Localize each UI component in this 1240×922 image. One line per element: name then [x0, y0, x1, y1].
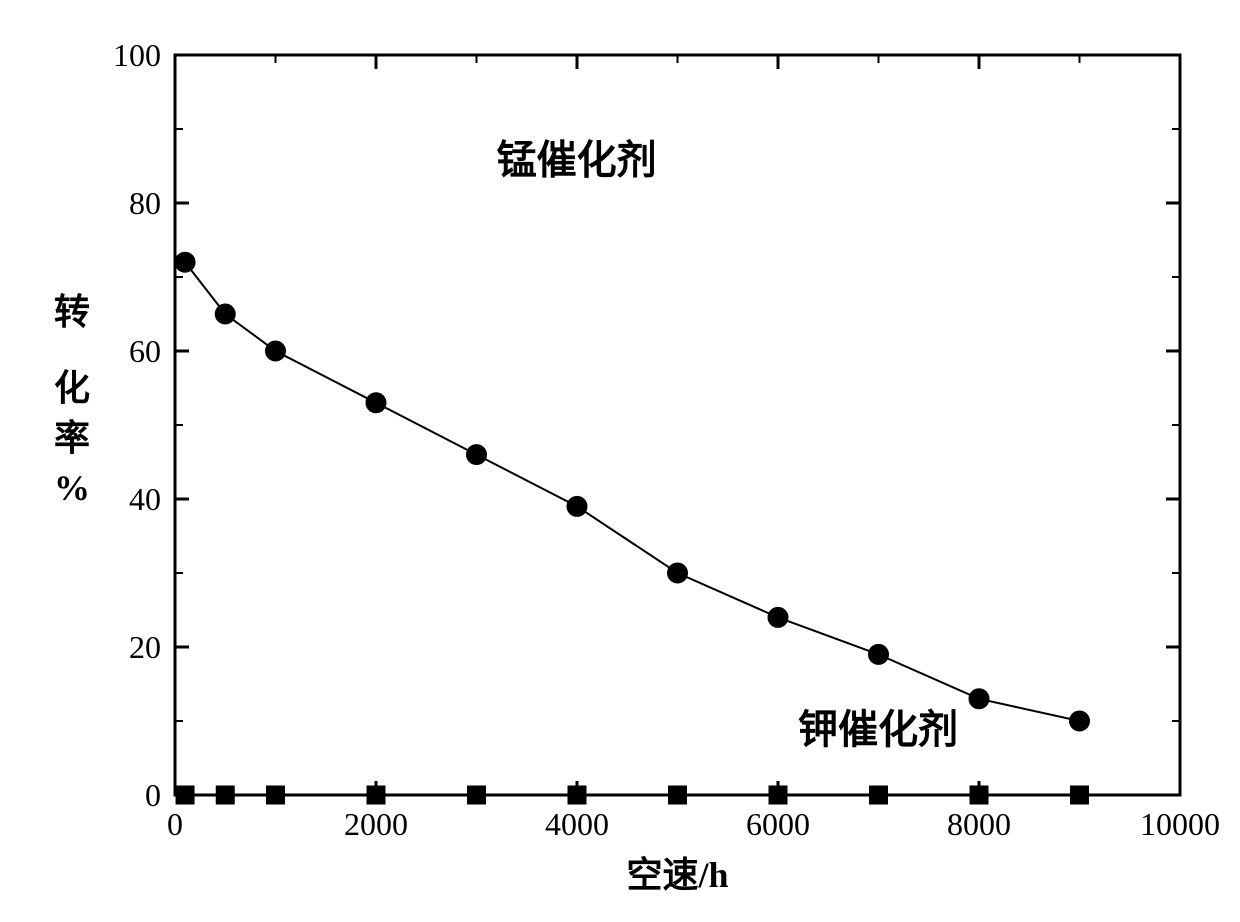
marker-k-catalyst [468, 786, 486, 804]
x-tick-label: 10000 [1140, 806, 1220, 842]
marker-k-catalyst [568, 786, 586, 804]
plot-border [175, 55, 1180, 795]
chart-svg: 0 2000 4000 6000 8000 10000 0 20 40 60 80 100 空速/h 转化… [0, 0, 1240, 922]
marker-k-catalyst [267, 786, 285, 804]
y-tick-label: 100 [113, 37, 161, 73]
marker-mn-catalyst [175, 252, 195, 272]
x-tick-label: 6000 [746, 806, 810, 842]
marker-k-catalyst [367, 786, 385, 804]
marker-mn-catalyst [266, 341, 286, 361]
marker-k-catalyst [176, 786, 194, 804]
marker-k-catalyst [1071, 786, 1089, 804]
series-label-mn-catalyst: 锰催化剂 [497, 137, 657, 182]
chart-container: 0 2000 4000 6000 8000 10000 0 20 40 60 80 100 空速/h 转化… [0, 0, 1240, 922]
series-line-mn-catalyst [185, 262, 1079, 721]
marker-mn-catalyst [215, 304, 235, 324]
marker-mn-catalyst [869, 644, 889, 664]
marker-k-catalyst [669, 786, 687, 804]
y-tick-label: 60 [129, 333, 161, 369]
series-label-k-catalyst: 钾催化剂 [798, 707, 958, 752]
marker-mn-catalyst [969, 689, 989, 709]
y-axis-title-char: 化 [54, 368, 90, 408]
x-tick-label: 0 [167, 806, 183, 842]
marker-k-catalyst [769, 786, 787, 804]
x-tick-label: 8000 [947, 806, 1011, 842]
y-tick-label: 80 [129, 185, 161, 221]
x-axis-title: 空速/h [626, 855, 728, 895]
marker-mn-catalyst [467, 445, 487, 465]
y-tick-label: 0 [145, 777, 161, 813]
y-tick-label: 20 [129, 629, 161, 665]
y-tick-label: 40 [129, 481, 161, 517]
y-axis-title-char: % [54, 468, 90, 508]
y-axis-title-char: 转 [54, 292, 90, 332]
marker-mn-catalyst [366, 393, 386, 413]
marker-k-catalyst [870, 786, 888, 804]
y-axis-title-char: 率 [54, 418, 90, 458]
x-tick-label: 4000 [545, 806, 609, 842]
marker-k-catalyst [216, 786, 234, 804]
y-axis-title: 转化率% [54, 292, 90, 508]
marker-k-catalyst [970, 786, 988, 804]
marker-mn-catalyst [768, 607, 788, 627]
marker-mn-catalyst [1070, 711, 1090, 731]
x-tick-label: 2000 [344, 806, 408, 842]
marker-mn-catalyst [668, 563, 688, 583]
marker-mn-catalyst [567, 496, 587, 516]
